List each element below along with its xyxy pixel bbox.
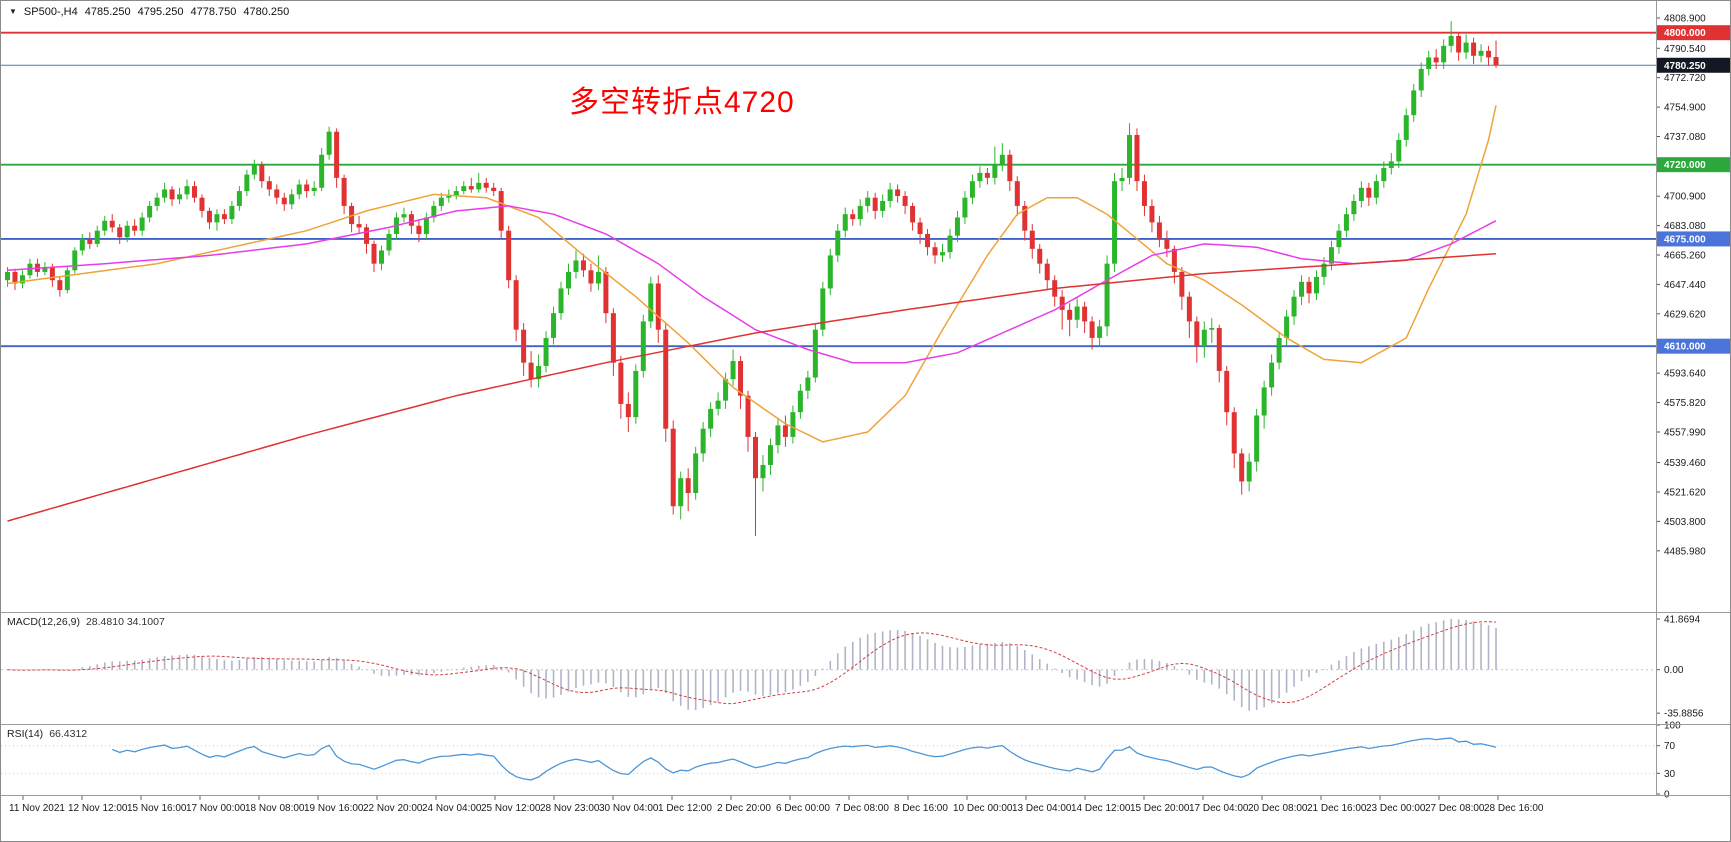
svg-text:4790.540: 4790.540 <box>1664 44 1706 55</box>
svg-text:4485.980: 4485.980 <box>1664 546 1706 557</box>
overlay-ma-slow <box>7 253 1497 522</box>
svg-text:4557.990: 4557.990 <box>1664 427 1706 438</box>
ohlc-high: 4795.250 <box>137 6 184 18</box>
svg-text:10 Dec 00:00: 10 Dec 00:00 <box>953 803 1013 814</box>
hlines-layer <box>1 31 1656 348</box>
separators-layer <box>1 1 1730 796</box>
svg-text:27 Dec 08:00: 27 Dec 08:00 <box>1425 803 1485 814</box>
svg-text:4575.820: 4575.820 <box>1664 398 1706 409</box>
macd-layer: 41.8694 0.00 -35.8856 <box>1 615 1704 720</box>
time-axis[interactable] <box>1 795 1656 825</box>
svg-text:-35.8856: -35.8856 <box>1664 709 1704 720</box>
svg-text:30 Nov 04:00: 30 Nov 04:00 <box>599 803 659 814</box>
svg-text:4808.900: 4808.900 <box>1664 13 1706 24</box>
rsi-indicator-label: RSI(14) 66.4312 <box>7 728 88 740</box>
price-axis[interactable] <box>1656 1 1730 795</box>
svg-text:4780.250: 4780.250 <box>1664 61 1706 72</box>
svg-text:1 Dec 12:00: 1 Dec 12:00 <box>658 803 712 814</box>
svg-text:6 Dec 00:00: 6 Dec 00:00 <box>776 803 830 814</box>
svg-text:30: 30 <box>1664 769 1676 780</box>
svg-text:22 Nov 20:00: 22 Nov 20:00 <box>363 803 423 814</box>
svg-text:13 Dec 04:00: 13 Dec 04:00 <box>1012 803 1072 814</box>
svg-text:15 Nov 16:00: 15 Nov 16:00 <box>127 803 187 814</box>
overlay-ma-fast <box>7 105 1497 443</box>
svg-text:4700.900: 4700.900 <box>1664 192 1706 203</box>
time-axis-layer: 11 Nov 2021 12 Nov 12:00 15 Nov 16:00 17 No… <box>9 796 1544 814</box>
svg-text:19 Nov 16:00: 19 Nov 16:00 <box>304 803 364 814</box>
svg-text:4610.000: 4610.000 <box>1664 342 1706 353</box>
macd-indicator-label: MACD(12,26,9) 28.4810 34.1007 <box>7 616 165 628</box>
ma-lines-layer <box>7 105 1497 522</box>
svg-text:21 Dec 16:00: 21 Dec 16:00 <box>1307 803 1367 814</box>
ohlc-open: 4785.250 <box>84 6 131 18</box>
svg-text:100: 100 <box>1664 721 1681 732</box>
svg-text:12 Nov 12:00: 12 Nov 12:00 <box>68 803 128 814</box>
svg-text:4683.080: 4683.080 <box>1664 221 1706 232</box>
collapse-icon[interactable]: ▼ <box>9 7 17 16</box>
overlay-ma-mid <box>7 205 1497 364</box>
svg-text:8 Dec 16:00: 8 Dec 16:00 <box>894 803 948 814</box>
svg-text:23 Dec 00:00: 23 Dec 00:00 <box>1366 803 1426 814</box>
symbol-info: ▼ SP500-,H4 4785.250 4795.250 4778.750 4… <box>9 6 289 18</box>
svg-text:18 Nov 08:00: 18 Nov 08:00 <box>245 803 305 814</box>
svg-text:17 Dec 04:00: 17 Dec 04:00 <box>1189 803 1249 814</box>
svg-text:2 Dec 20:00: 2 Dec 20:00 <box>717 803 771 814</box>
price-axis-layer: 4808.900 4790.540 4772.720 4754.900 4737.080… <box>1656 1 1730 795</box>
svg-text:4629.620: 4629.620 <box>1664 309 1706 320</box>
svg-text:4675.000: 4675.000 <box>1664 234 1706 245</box>
svg-text:4539.460: 4539.460 <box>1664 458 1706 469</box>
svg-text:4754.900: 4754.900 <box>1664 103 1706 114</box>
svg-text:4772.720: 4772.720 <box>1664 73 1706 84</box>
svg-text:24 Nov 04:00: 24 Nov 04:00 <box>422 803 482 814</box>
ohlc-close: 4780.250 <box>243 6 290 18</box>
svg-text:4800.000: 4800.000 <box>1664 28 1706 39</box>
svg-text:7 Dec 08:00: 7 Dec 08:00 <box>835 803 889 814</box>
svg-text:25 Nov 12:00: 25 Nov 12:00 <box>481 803 541 814</box>
svg-text:41.8694: 41.8694 <box>1664 615 1701 626</box>
svg-text:14 Dec 12:00: 14 Dec 12:00 <box>1071 803 1131 814</box>
svg-text:4503.800: 4503.800 <box>1664 517 1706 528</box>
svg-text:4647.440: 4647.440 <box>1664 280 1706 291</box>
svg-text:4593.640: 4593.640 <box>1664 369 1706 380</box>
svg-text:28 Nov 23:00: 28 Nov 23:00 <box>540 803 600 814</box>
symbol-label: SP500-,H4 <box>23 6 78 18</box>
svg-text:4665.260: 4665.260 <box>1664 251 1706 262</box>
candles-layer <box>5 21 1499 536</box>
svg-text:0.00: 0.00 <box>1664 665 1684 676</box>
chart-annotation: 多空转折点4720 <box>569 86 795 119</box>
rsi-layer: 10070300 <box>1 721 1681 801</box>
svg-text:20 Dec 08:00: 20 Dec 08:00 <box>1248 803 1308 814</box>
svg-text:15 Dec 20:00: 15 Dec 20:00 <box>1130 803 1190 814</box>
svg-text:4737.080: 4737.080 <box>1664 132 1706 143</box>
svg-text:70: 70 <box>1664 741 1676 752</box>
svg-text:4720.000: 4720.000 <box>1664 160 1706 171</box>
svg-text:4521.620: 4521.620 <box>1664 488 1706 499</box>
ohlc-low: 4778.750 <box>190 6 237 18</box>
svg-text:17 Nov 00:00: 17 Nov 00:00 <box>186 803 246 814</box>
svg-text:28 Dec 16:00: 28 Dec 16:00 <box>1484 803 1544 814</box>
svg-text:11 Nov 2021: 11 Nov 2021 <box>9 803 65 814</box>
